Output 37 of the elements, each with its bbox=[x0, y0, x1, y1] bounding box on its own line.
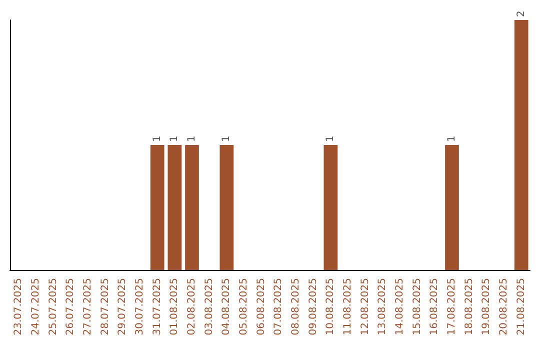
x-tick-label: 23.07.2025 bbox=[13, 278, 24, 336]
x-tick-label: 26.07.2025 bbox=[65, 278, 76, 336]
x-tick-label: 03.08.2025 bbox=[204, 278, 215, 336]
x-tick-label: 07.08.2025 bbox=[273, 278, 284, 336]
x-tick-label: 25.07.2025 bbox=[48, 278, 59, 336]
x-tick-label: 31.07.2025 bbox=[152, 278, 163, 336]
x-tick-label: 30.07.2025 bbox=[134, 278, 146, 336]
data-label: 1 bbox=[325, 136, 336, 142]
x-tick-label: 17.08.2025 bbox=[446, 278, 458, 336]
x-tick-label: 09.08.2025 bbox=[308, 278, 319, 336]
x-tick-label: 24.07.2025 bbox=[30, 278, 42, 336]
x-tick-label: 05.08.2025 bbox=[238, 278, 250, 336]
x-tick-label: 13.08.2025 bbox=[377, 278, 388, 336]
x-tick-label: 14.08.2025 bbox=[394, 278, 406, 336]
data-label: 1 bbox=[221, 136, 232, 142]
x-tick-label: 11.08.2025 bbox=[342, 278, 354, 336]
data-label: 1 bbox=[152, 136, 163, 142]
x-tick-label: 19.08.2025 bbox=[481, 278, 492, 336]
x-tick-label: 02.08.2025 bbox=[186, 278, 198, 336]
x-tick-label: 08.08.2025 bbox=[290, 278, 302, 336]
x-tick-label: 21.08.2025 bbox=[516, 278, 527, 336]
x-tick-label: 29.07.2025 bbox=[117, 278, 128, 336]
data-label: 1 bbox=[446, 136, 458, 142]
x-tick-label: 15.08.2025 bbox=[412, 278, 423, 336]
x-tick-label: 04.08.2025 bbox=[221, 278, 232, 336]
x-tick-label: 16.08.2025 bbox=[429, 278, 440, 336]
x-tick-label: 10.08.2025 bbox=[325, 278, 336, 336]
data-label: 1 bbox=[169, 136, 180, 142]
x-tick-label: 01.08.2025 bbox=[169, 278, 180, 336]
x-tick-label: 06.08.2025 bbox=[256, 278, 267, 336]
x-tick-label: 12.08.2025 bbox=[360, 278, 371, 336]
x-tick-label: 18.08.2025 bbox=[464, 278, 475, 336]
data-label: 2 bbox=[516, 10, 527, 17]
x-tick-label: 28.07.2025 bbox=[100, 278, 111, 336]
data-label: 1 bbox=[186, 136, 198, 142]
x-tick-label: 27.07.2025 bbox=[82, 278, 94, 336]
x-tick-label: 20.08.2025 bbox=[498, 278, 510, 336]
